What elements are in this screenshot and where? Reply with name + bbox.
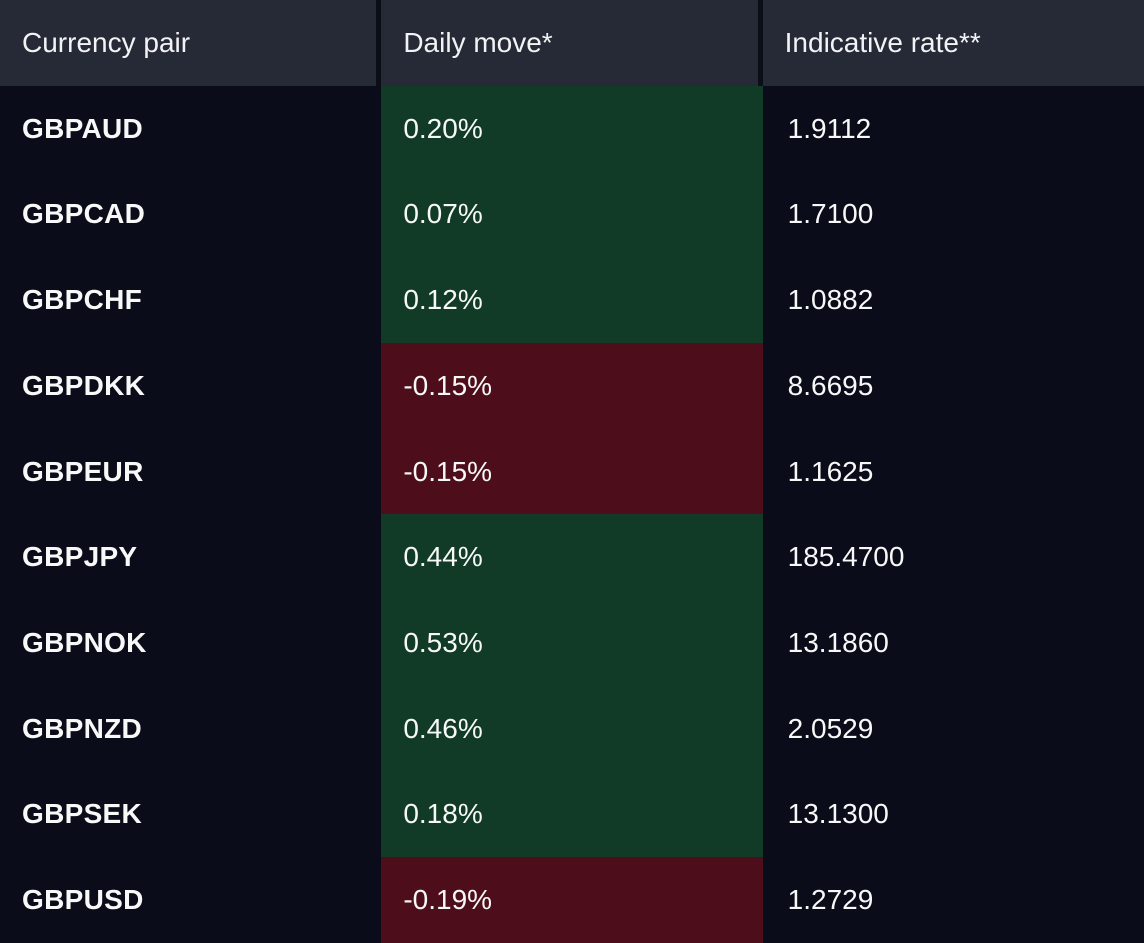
- daily-move-cell: 0.18%: [381, 771, 763, 858]
- column-header-daily-move: Daily move*: [381, 0, 763, 86]
- daily-move-cell: 0.20%: [381, 85, 763, 172]
- table-row: GBPEUR -0.15% 1.1625: [0, 428, 1144, 515]
- indicative-rate-cell: 8.6695: [787, 369, 874, 401]
- column-header-currency-pair: Currency pair: [0, 0, 382, 86]
- currency-pair-cell: GBPNZD: [22, 712, 143, 744]
- table-row: GBPNOK 0.53% 13.1860: [0, 600, 1144, 686]
- indicative-rate-cell: 1.9112: [787, 112, 872, 144]
- currency-pair-cell: GBPCHF: [22, 284, 143, 316]
- currency-pair-cell: GBPAUD: [22, 112, 144, 144]
- indicative-rate-cell: 1.2729: [787, 884, 874, 916]
- daily-move-cell: 0.12%: [381, 257, 763, 343]
- indicative-rate-cell: 13.1860: [787, 627, 889, 658]
- table-row: GBPSEK 0.18% 13.1300: [0, 771, 1144, 858]
- daily-move-cell: -0.15%: [381, 342, 763, 429]
- indicative-rate-cell: 1.1625: [787, 455, 874, 487]
- table-row: GBPUSD -0.19% 1.2729: [0, 857, 1144, 943]
- table-header-row: Currency pair Daily move* Indicative rat…: [0, 0, 1144, 86]
- table-row: GBPDKK -0.15% 8.6695: [0, 342, 1144, 429]
- table-row: GBPAUD 0.20% 1.9112: [0, 85, 1144, 172]
- table-row: GBPCHF 0.12% 1.0882: [0, 257, 1144, 343]
- indicative-rate-cell: 1.7100: [787, 198, 874, 230]
- currency-pair-cell: GBPUSD: [22, 884, 144, 916]
- daily-move-cell: -0.19%: [381, 857, 763, 943]
- column-header-indicative-rate: Indicative rate**: [762, 0, 1144, 86]
- daily-move-cell: 0.53%: [381, 600, 763, 686]
- daily-move-cell: 0.44%: [381, 514, 763, 601]
- currency-pair-cell: GBPSEK: [22, 798, 143, 830]
- table-row: GBPNZD 0.46% 2.0529: [0, 685, 1144, 772]
- indicative-rate-cell: 185.4700: [787, 541, 905, 573]
- indicative-rate-cell: 13.1300: [787, 798, 889, 830]
- daily-move-cell: 0.07%: [381, 171, 763, 258]
- table-row: GBPCAD 0.07% 1.7100: [0, 171, 1144, 258]
- daily-move-cell: 0.46%: [381, 685, 763, 772]
- currency-pair-cell: GBPCAD: [22, 198, 146, 230]
- currency-pair-cell: GBPDKK: [22, 369, 146, 401]
- currency-pair-cell: GBPJPY: [22, 541, 138, 573]
- indicative-rate-cell: 2.0529: [787, 712, 874, 744]
- indicative-rate-cell: 1.0882: [787, 284, 874, 316]
- daily-move-cell: -0.15%: [381, 428, 763, 515]
- table-row: GBPJPY 0.44% 185.4700: [0, 514, 1144, 601]
- currency-pair-cell: GBPNOK: [22, 627, 147, 658]
- currency-pair-cell: GBPEUR: [22, 455, 144, 487]
